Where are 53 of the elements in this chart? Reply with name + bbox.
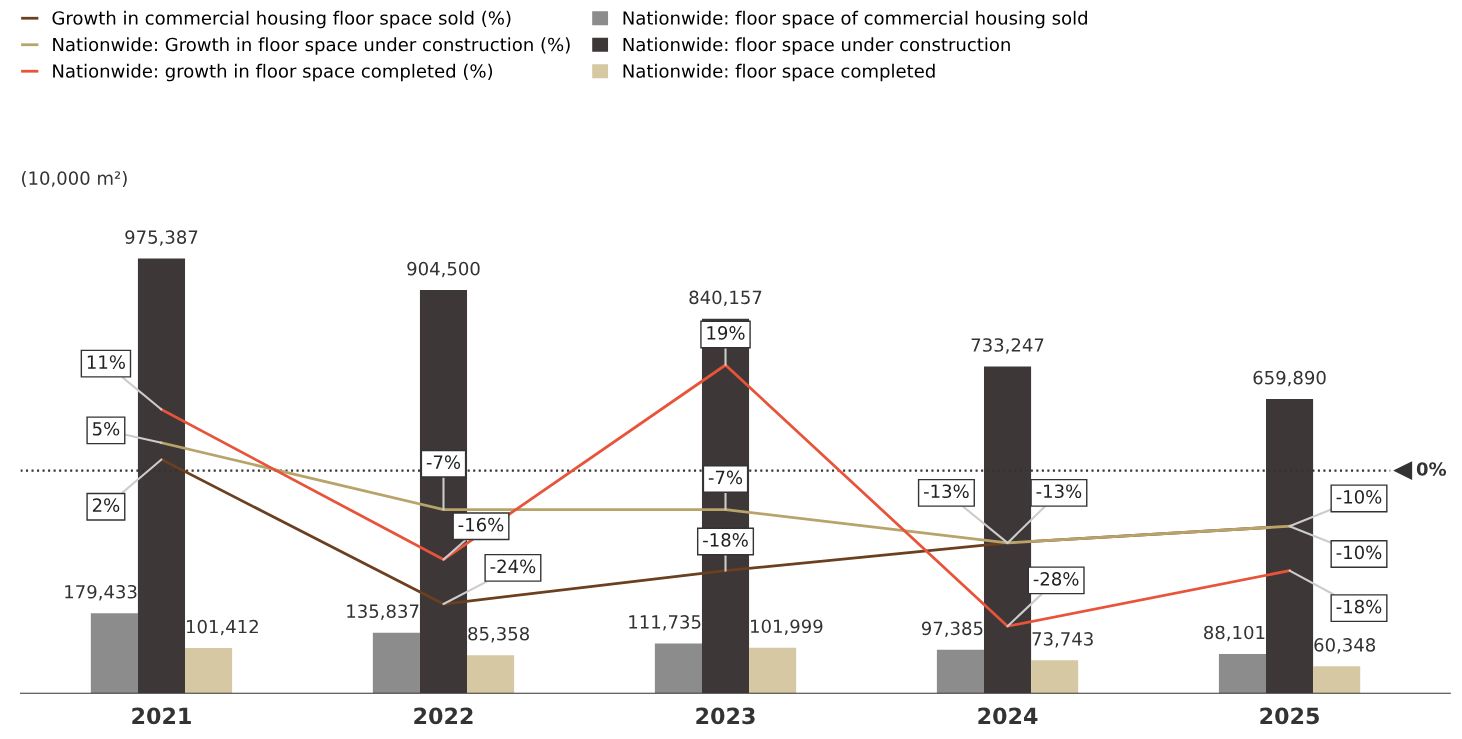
data-label: -24% [490,559,536,574]
x-tick-label: 2021 [132,707,191,725]
data-label: 5% [92,421,120,436]
data-label: 88,101 [1204,625,1265,642]
bar [372,632,420,694]
legend-label: Nationwide: growth in floor space completed (%) [53,63,493,82]
data-label: 179,433 [65,584,137,601]
data-label: -10% [1336,545,1382,560]
data-label: 85,358 [468,626,529,643]
bar [1313,666,1361,694]
legend-label: Nationwide: floor space of commercial housing sold [623,10,1087,29]
data-label: 659,890 [1253,370,1326,387]
bar [90,613,138,694]
data-label: 73,743 [1032,632,1093,648]
data-label: 101,999 [751,619,823,635]
y-axis-title: (10,000 m²) [22,170,127,188]
data-label: -10% [1336,490,1382,504]
legend-label: Nationwide: floor space completed [623,63,935,82]
x-tick-label: 2024 [978,707,1038,725]
data-label: 19% [707,326,745,340]
data-label: -13% [1036,484,1082,499]
data-label: 2% [92,498,120,512]
data-label: -13% [923,484,969,499]
bar [1218,653,1266,694]
data-label: -18% [1336,599,1382,614]
data-label: 60,348 [1314,638,1376,654]
data-label: 101,412 [187,619,258,636]
x-tick-label: 2022 [414,707,473,725]
ref-line-label: 0% [1416,462,1447,476]
data-label: -7% [708,470,743,485]
bar [749,647,797,694]
legend-label: Growth in commercial housing floor space sold (%) [52,10,511,29]
data-label: 904,500 [407,261,480,278]
data-label: 11% [87,355,125,369]
data-label: -7% [426,455,461,469]
legend-label: Nationwide: Growth in floor space under construction (%) [53,37,570,55]
bar [467,655,515,694]
bar [936,649,984,694]
x-tick-label: 2025 [1260,707,1319,725]
bar [1031,660,1079,694]
data-label: 840,157 [689,290,762,307]
data-label: -28% [1033,572,1079,586]
bar [654,643,702,694]
data-label: 111,735 [629,615,701,631]
data-label: -16% [458,517,504,532]
data-label: -18% [703,533,748,547]
data-label: 975,387 [125,230,198,246]
data-label: 135,837 [347,604,419,620]
data-label: 733,247 [971,338,1044,354]
bar [185,647,233,694]
x-tick-label: 2023 [696,707,755,725]
data-label: 97,385 [921,621,983,638]
legend-label: Nationwide: floor space under construction [623,37,1010,55]
